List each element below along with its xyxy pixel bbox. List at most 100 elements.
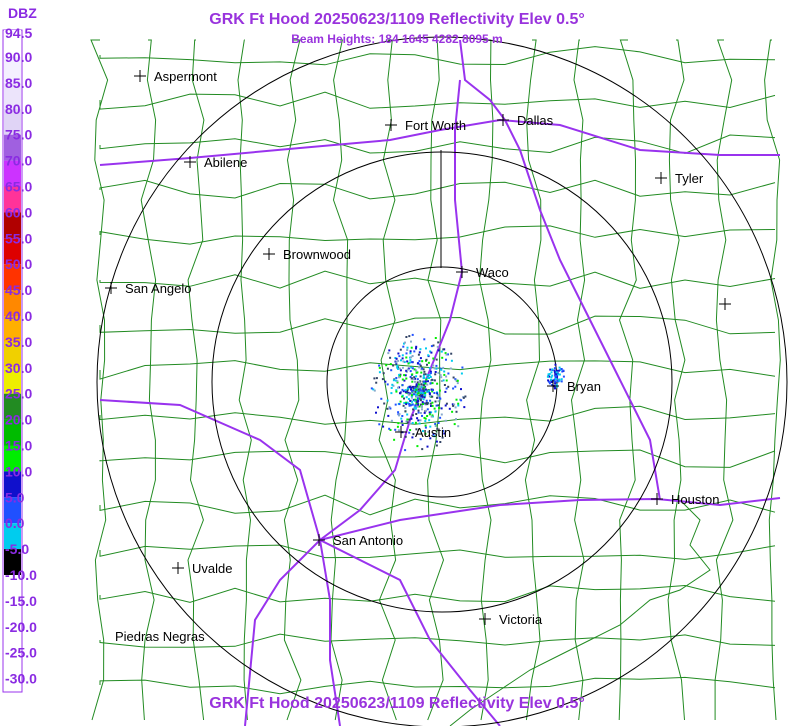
echo-pixel <box>390 419 393 422</box>
echo-pixel <box>420 403 422 406</box>
echo-pixel <box>394 357 397 359</box>
echo-pixel <box>554 372 557 375</box>
echo-pixel <box>431 404 434 407</box>
echo-pixel <box>448 407 451 410</box>
echo-pixel <box>431 378 434 381</box>
echo-pixel <box>553 378 556 381</box>
echo-pixel <box>554 363 557 366</box>
echo-pixel <box>413 387 416 390</box>
legend-label: 10.0 <box>5 463 32 479</box>
echo-pixel <box>442 348 445 351</box>
echo-pixel <box>435 404 438 407</box>
echo-pixel <box>404 410 407 413</box>
legend-swatch <box>4 108 21 135</box>
echo-pixel <box>403 402 406 404</box>
echo-pixel <box>433 379 436 382</box>
echo-pixel <box>396 381 399 384</box>
echo-pixel <box>415 402 418 405</box>
echo-pixel <box>422 368 425 371</box>
echo-pixel <box>551 368 554 371</box>
echo-pixel <box>443 432 446 435</box>
echo-pixel <box>419 375 422 378</box>
echo-pixel <box>415 375 418 378</box>
echo-pixel <box>456 382 459 385</box>
city-marker <box>719 298 731 310</box>
echo-pixel <box>404 449 407 452</box>
echo-pixel <box>411 390 414 393</box>
echo-pixel <box>429 370 432 373</box>
legend-label: 30.0 <box>5 360 32 376</box>
echo-pixel <box>406 360 409 363</box>
echo-pixel <box>412 391 415 394</box>
echo-pixel <box>415 394 418 396</box>
echo-pixel <box>396 425 399 428</box>
echo-pixel <box>417 403 420 406</box>
echo-pixel <box>416 385 419 388</box>
echo-pixel <box>546 375 549 378</box>
echo-pixel <box>414 421 417 424</box>
echo-pixel <box>438 407 441 409</box>
echo-pixel <box>424 382 427 385</box>
echo-pixel <box>431 389 434 392</box>
city-marker <box>313 534 325 546</box>
echo-pixel <box>433 367 436 370</box>
echo-pixel <box>408 431 411 434</box>
echo-pixel <box>547 373 550 376</box>
county-line <box>99 225 776 245</box>
legend-swatch <box>4 57 21 83</box>
echo-pixel <box>421 414 423 417</box>
echo-pixel <box>415 413 418 415</box>
echo-pixel <box>419 391 422 394</box>
echo-pixel <box>555 371 558 374</box>
echo-pixel <box>410 366 413 369</box>
echo-pixel <box>554 381 557 384</box>
echo-pixel <box>432 344 435 347</box>
echo-pixel <box>409 429 412 431</box>
echo-pixel <box>560 368 563 371</box>
echo-pixel <box>560 378 563 381</box>
echo-pixel <box>408 392 411 395</box>
echo-pixel <box>423 411 426 414</box>
echo-pixel <box>416 417 419 420</box>
county-line <box>99 449 776 468</box>
legend-label: 65.0 <box>5 179 32 195</box>
county-line <box>478 39 494 721</box>
echo-pixel <box>406 401 409 404</box>
echo-pixel <box>400 417 403 420</box>
legend-label: -25.0 <box>5 645 37 661</box>
echo-pixel <box>408 418 411 421</box>
city-marker <box>263 248 275 260</box>
echo-pixel <box>423 380 426 383</box>
echo-pixel <box>440 350 443 353</box>
county-line <box>618 39 637 721</box>
echo-pixel <box>451 403 454 406</box>
echo-pixel <box>427 430 430 433</box>
city-label: San Angelo <box>125 281 192 296</box>
echo-pixel <box>418 384 421 387</box>
echo-pixel <box>426 363 428 366</box>
echo-pixel <box>455 418 457 421</box>
echo-pixel <box>399 375 402 378</box>
echo-pixel <box>405 396 408 399</box>
legend-swatch <box>4 316 21 342</box>
echo-pixel <box>430 395 433 398</box>
echo-pixel <box>406 421 409 424</box>
echo-pixel <box>413 399 416 402</box>
county-line <box>99 179 776 200</box>
echo-pixel <box>431 382 434 385</box>
echo-pixel <box>426 376 429 379</box>
echo-pixel <box>398 386 401 389</box>
echo-pixel <box>417 411 420 414</box>
echo-pixel <box>424 432 427 435</box>
echo-pixel <box>432 364 435 367</box>
city-label: Uvalde <box>192 561 232 576</box>
echo-pixel <box>392 364 395 367</box>
echo-pixel <box>421 360 424 363</box>
echo-pixel <box>414 380 416 383</box>
echo-pixel <box>411 391 414 394</box>
echo-pixel <box>457 404 460 407</box>
legend-swatch <box>4 549 21 575</box>
echo-pixel <box>437 400 440 403</box>
echo-pixel <box>386 399 389 402</box>
